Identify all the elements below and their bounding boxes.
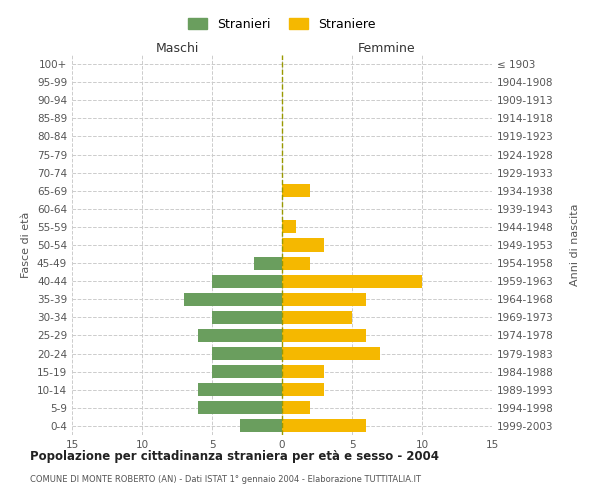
Bar [240,420,282,432]
Text: COMUNE DI MONTE ROBERTO (AN) - Dati ISTAT 1° gennaio 2004 - Elaborazione TUTTITA: COMUNE DI MONTE ROBERTO (AN) - Dati ISTA… [30,475,421,484]
Bar [282,311,352,324]
Bar [184,293,282,306]
Bar [212,274,282,287]
Y-axis label: Anni di nascita: Anni di nascita [570,204,580,286]
Bar [282,238,324,252]
Y-axis label: Fasce di età: Fasce di età [22,212,31,278]
Text: Femmine: Femmine [358,42,416,55]
Bar [282,347,380,360]
Text: Maschi: Maschi [155,42,199,55]
Legend: Stranieri, Straniere: Stranieri, Straniere [182,11,382,37]
Bar [282,274,422,287]
Bar [254,256,282,270]
Bar [282,256,310,270]
Bar [198,383,282,396]
Bar [282,329,366,342]
Bar [212,311,282,324]
Bar [282,402,310,414]
Bar [282,420,366,432]
Bar [212,365,282,378]
Bar [198,402,282,414]
Bar [282,184,310,197]
Bar [282,365,324,378]
Bar [282,220,296,234]
Bar [198,329,282,342]
Bar [282,293,366,306]
Text: Popolazione per cittadinanza straniera per età e sesso - 2004: Popolazione per cittadinanza straniera p… [30,450,439,463]
Bar [282,383,324,396]
Bar [212,347,282,360]
